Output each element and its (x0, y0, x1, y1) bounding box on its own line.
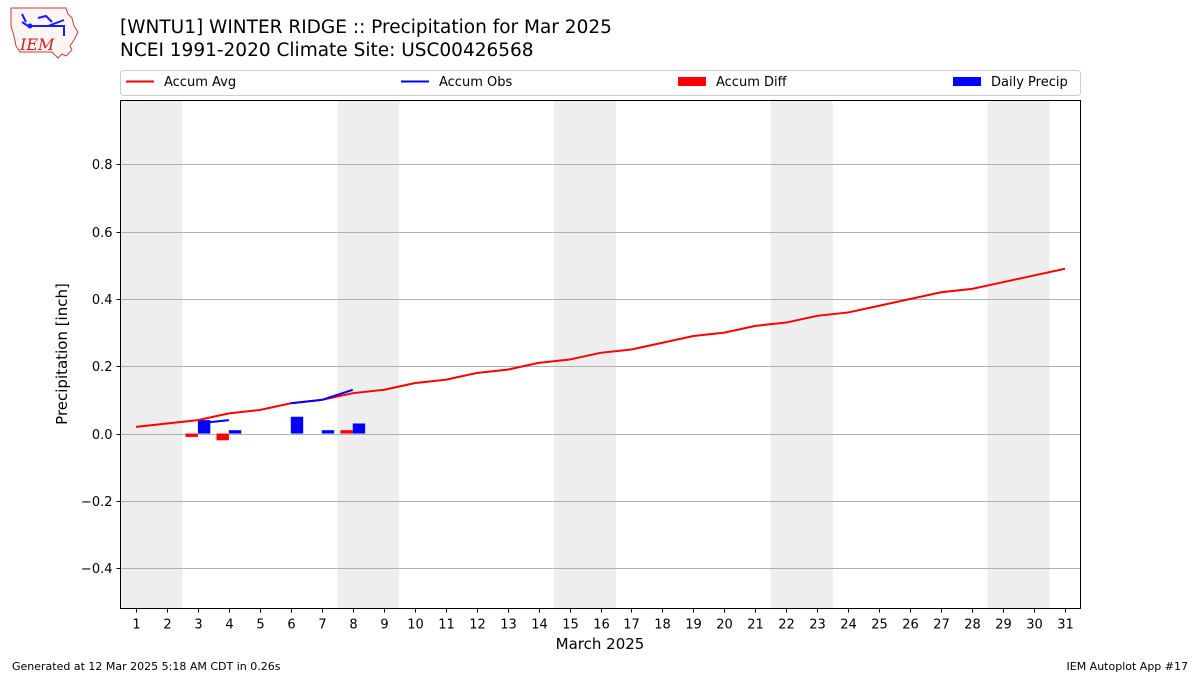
legend-swatch-daily-precip (953, 77, 981, 86)
x-tick-label: 30 (1026, 618, 1043, 633)
plot-frame (120, 100, 1081, 609)
x-axis-label: March 2025 (556, 635, 645, 653)
x-tick-label: 27 (933, 618, 950, 633)
app-credit: IEM Autoplot App #17 (1066, 660, 1189, 673)
x-tick-label: 14 (531, 618, 548, 633)
x-tick-label: 29 (995, 618, 1012, 633)
accum-obs-line (197, 419, 229, 425)
x-tick-label: 5 (256, 618, 264, 633)
chart-title: [WNTU1] WINTER RIDGE :: Precipitation fo… (120, 17, 612, 38)
svg-text:IEM: IEM (19, 35, 55, 54)
legend-label-accum-diff: Accum Diff (716, 75, 788, 90)
y-tick-label: 0.8 (92, 158, 113, 173)
x-tick-label: 28 (964, 618, 981, 633)
legend-label-accum-avg: Accum Avg (164, 75, 236, 90)
bars (185, 416, 366, 441)
y-tick-label: 0.4 (92, 293, 113, 308)
weekend-band (337, 100, 400, 609)
y-tick-label: 0.6 (92, 226, 113, 241)
x-tick-label: 2 (163, 618, 171, 633)
y-axis-label: Precipitation [inch] (53, 283, 71, 425)
daily-precip-bar (290, 416, 304, 434)
y-tick-label: −0.2 (81, 495, 113, 510)
x-tick-label: 7 (318, 618, 326, 633)
x-tick-label: 15 (562, 618, 579, 633)
x-tick-label: 8 (349, 618, 357, 633)
generated-timestamp: Generated at 12 Mar 2025 5:18 AM CDT in … (12, 660, 281, 673)
legend-label-daily-precip: Daily Precip (991, 75, 1068, 90)
accum-diff-bar (340, 430, 353, 434)
weekend-band (987, 100, 1050, 609)
x-tick-label: 21 (747, 618, 764, 633)
x-tick-label: 3 (194, 618, 202, 633)
x-axis-ticks: 1 2 3 4 5 6 7 8 9 10 11 12 13 14 15 16 17 18 19 20 21 22 23 24 2… (132, 608, 1074, 633)
x-tick-label: 13 (500, 618, 517, 633)
legend: Accum Avg Accum Obs Accum Diff Daily Precip (120, 70, 1081, 96)
x-tick-label: 16 (593, 618, 610, 633)
y-tick-label: 0.2 (92, 360, 113, 375)
x-tick-label: 26 (902, 618, 919, 633)
weekend-band (770, 100, 833, 609)
x-tick-label: 1 (132, 618, 140, 633)
x-tick-label: 12 (469, 618, 486, 633)
x-tick-label: 31 (1057, 618, 1074, 633)
weekend-band (120, 100, 183, 609)
grid-lines (120, 164, 1081, 569)
weekend-band (554, 100, 616, 609)
x-tick-label: 19 (685, 618, 702, 633)
accum-diff-bar (185, 433, 198, 437)
x-tick-label: 22 (778, 618, 795, 633)
x-tick-label: 4 (225, 618, 233, 633)
x-tick-label: 9 (380, 618, 388, 633)
x-tick-label: 10 (407, 618, 424, 633)
chart-subtitle: NCEI 1991-2020 Climate Site: USC00426568 (120, 40, 534, 61)
daily-precip-bar (352, 423, 366, 434)
x-tick-label: 11 (438, 618, 455, 633)
accum-diff-bar (216, 433, 229, 441)
y-axis-ticks: −0.4 −0.2 0.0 0.2 0.4 0.6 0.8 (81, 158, 121, 577)
x-tick-label: 20 (716, 618, 733, 633)
x-tick-label: 24 (840, 618, 857, 633)
daily-precip-bar (321, 430, 335, 434)
accum-obs-line (290, 388, 354, 405)
weekend-shading (120, 100, 1050, 609)
x-tick-label: 18 (654, 618, 671, 633)
iem-logo: IEM (10, 7, 79, 59)
legend-label-accum-obs: Accum Obs (439, 75, 512, 90)
y-tick-label: 0.0 (92, 428, 113, 443)
legend-swatch-accum-diff (678, 77, 706, 86)
x-tick-label: 25 (871, 618, 888, 633)
x-tick-label: 6 (287, 618, 295, 633)
y-tick-label: −0.4 (81, 562, 113, 577)
x-tick-label: 17 (623, 618, 640, 633)
x-tick-label: 23 (809, 618, 826, 633)
lines (135, 267, 1066, 428)
daily-precip-bar (228, 430, 242, 434)
legend-box (120, 70, 1081, 96)
